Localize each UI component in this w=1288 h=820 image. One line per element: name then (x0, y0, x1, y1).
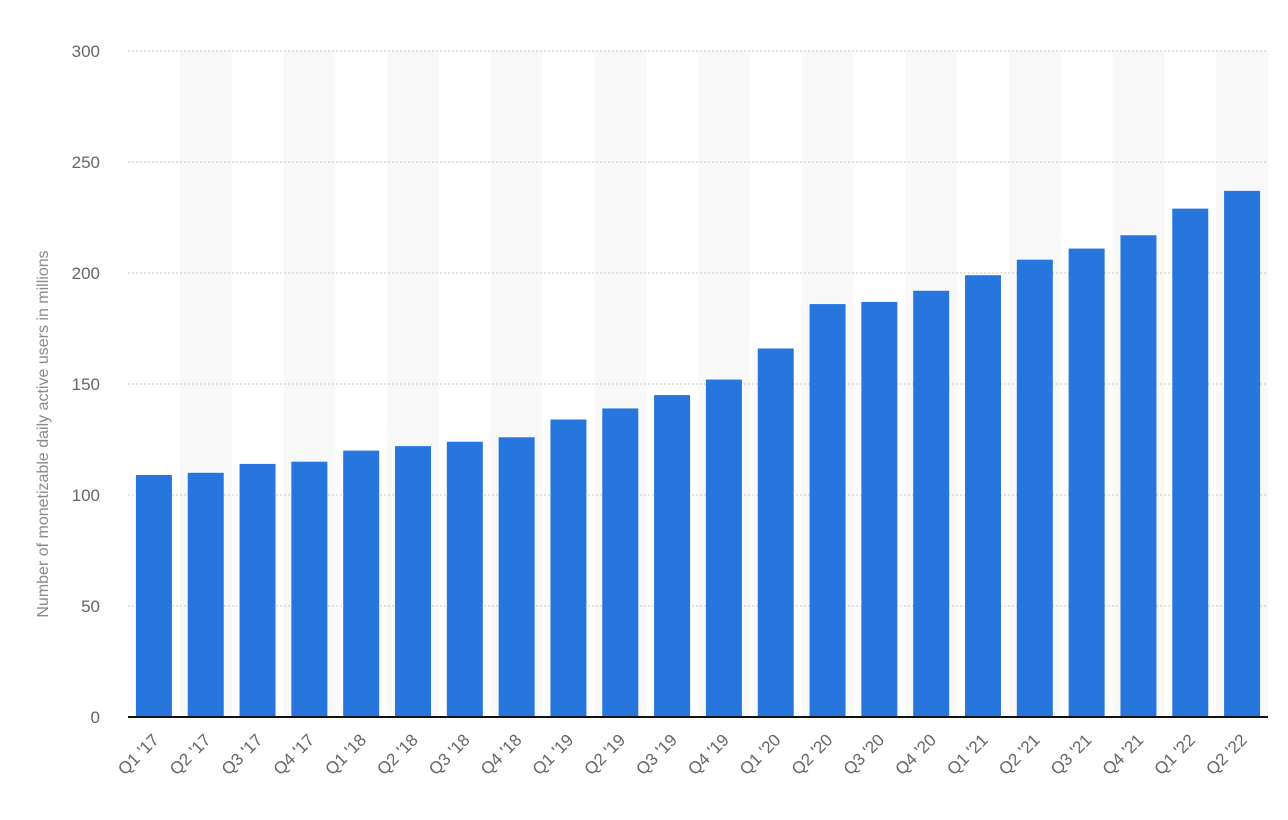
x-tick-label: Q2 '17 (166, 730, 214, 778)
bar (861, 301, 898, 717)
x-tick-label: Q3 '17 (218, 730, 266, 778)
x-tick-label: Q3 '19 (632, 730, 680, 778)
bar (550, 419, 587, 717)
x-tick-label: Q3 '21 (1047, 730, 1095, 778)
bar (446, 441, 483, 717)
y-tick-label: 300 (72, 42, 100, 61)
x-tick-label: Q3 '20 (840, 730, 888, 778)
bar (1120, 235, 1157, 717)
x-tick-label: Q4 '19 (684, 730, 732, 778)
x-axis-ticks: Q1 '17 Q2 '17 Q3 '17 Q4 '17 Q1 '18 Q2 '18 Q3 '… (114, 730, 1251, 778)
y-axis-title: Number of monetizable daily active users… (35, 250, 52, 617)
bar (135, 475, 172, 717)
bar (965, 275, 1001, 717)
x-tick-label: Q1 '18 (322, 730, 370, 778)
x-tick-label: Q2 '19 (581, 730, 629, 778)
x-tick-label: Q2 '18 (373, 730, 421, 778)
x-tick-label: Q4 '20 (892, 730, 940, 778)
bar (395, 446, 431, 717)
x-tick-label: Q2 '22 (1202, 730, 1250, 778)
bar (757, 348, 794, 717)
x-tick-label: Q3 '18 (425, 730, 473, 778)
bar (239, 463, 276, 717)
x-tick-label: Q1 '19 (529, 730, 577, 778)
y-tick-label: 0 (91, 708, 100, 727)
bar (1172, 208, 1209, 717)
x-tick-label: Q4 '18 (477, 730, 525, 778)
bar (1224, 190, 1261, 718)
bar (913, 290, 950, 717)
x-tick-label: Q2 '21 (995, 730, 1043, 778)
bar (602, 408, 639, 717)
x-tick-label: Q4 '17 (270, 730, 318, 778)
bar (705, 379, 742, 717)
y-tick-label: 200 (72, 264, 100, 283)
y-tick-label: 50 (81, 597, 100, 616)
bar (654, 395, 691, 717)
bar (187, 472, 224, 717)
bar (343, 450, 380, 717)
bars (135, 190, 1261, 718)
bar (498, 437, 535, 717)
y-tick-label: 150 (72, 375, 100, 394)
bar (291, 461, 328, 717)
x-tick-label: Q1 '22 (1151, 730, 1199, 778)
y-axis-ticks: 0 50 100 150 200 250 300 (72, 42, 100, 727)
x-tick-label: Q1 '21 (943, 730, 991, 778)
x-tick-label: Q1 '17 (114, 730, 162, 778)
x-tick-label: Q2 '20 (788, 730, 836, 778)
y-tick-label: 250 (72, 153, 100, 172)
bar (809, 304, 846, 717)
x-tick-label: Q1 '20 (736, 730, 784, 778)
bar (1068, 248, 1105, 717)
x-tick-label: Q4 '21 (1099, 730, 1147, 778)
bar (1016, 259, 1053, 717)
y-tick-label: 100 (72, 486, 100, 505)
